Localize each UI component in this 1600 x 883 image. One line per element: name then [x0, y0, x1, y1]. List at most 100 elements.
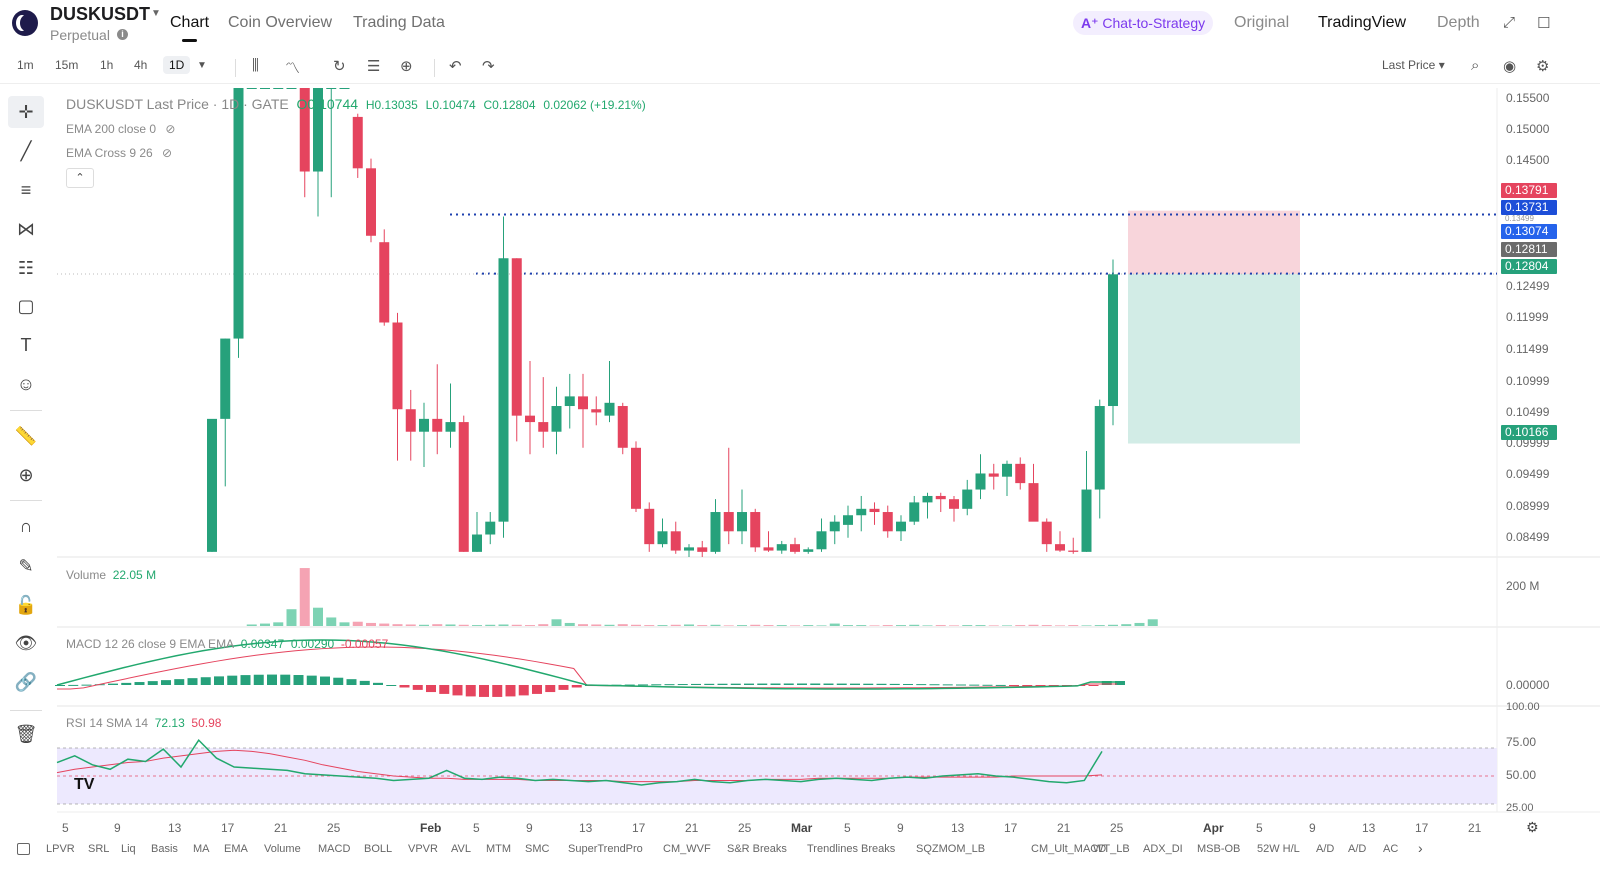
tab-coin-overview[interactable]: Coin Overview: [228, 14, 333, 31]
timeframe-1h[interactable]: 1h: [100, 58, 114, 72]
indicator-msb-ob[interactable]: MSB-OB: [1197, 843, 1241, 855]
lock-drawing-icon[interactable]: ✎: [18, 555, 34, 576]
macd-histogram-bar: [571, 685, 582, 688]
camera-icon[interactable]: ◉: [1503, 58, 1517, 75]
symbol-name[interactable]: DUSKUSDT: [50, 4, 151, 24]
indicator-52w-h-l[interactable]: 52W H/L: [1257, 843, 1300, 855]
indicator-ema[interactable]: EMA: [224, 843, 248, 855]
window-icon[interactable]: ☐: [1537, 15, 1551, 32]
macd-histogram-bar: [1035, 685, 1046, 686]
chevron-right-icon[interactable]: ›: [1418, 840, 1423, 856]
indicator-sqzmom-lb[interactable]: SQZMOM_LB: [916, 843, 986, 855]
settings-gear-icon[interactable]: ⚙: [1526, 819, 1539, 835]
text-icon[interactable]: T: [20, 334, 32, 355]
indicator-ac[interactable]: AC: [1383, 843, 1399, 855]
pattern-icon[interactable]: ⋈: [17, 218, 35, 239]
indicators-icon[interactable]: 〽: [285, 60, 301, 77]
ruler-icon[interactable]: 📏: [14, 425, 38, 446]
chevron-down-icon[interactable]: ▼: [151, 8, 161, 19]
zoom-in-icon[interactable]: ⊕: [18, 464, 34, 485]
indicator-a-d[interactable]: A/D: [1316, 843, 1335, 855]
indicator-volume[interactable]: Volume: [264, 843, 301, 855]
indicator-avl[interactable]: AVL: [451, 843, 471, 855]
indicator-supertrendpro[interactable]: SuperTrendPro: [568, 843, 643, 855]
info-icon[interactable]: i: [117, 29, 128, 40]
indicator-cm-wvf[interactable]: CM_WVF: [663, 843, 711, 855]
indicator-wt-lb[interactable]: WT_LB: [1093, 843, 1130, 855]
candle-body: [710, 512, 721, 552]
indicator-basis[interactable]: Basis: [151, 843, 178, 855]
emoji-icon[interactable]: ☺: [16, 373, 36, 394]
volume-bar: [909, 624, 920, 626]
timeframe-dropdown-icon[interactable]: ▼: [197, 60, 207, 71]
gear-icon[interactable]: ⚙: [1536, 58, 1550, 75]
indicator-trendlines-breaks[interactable]: Trendlines Breaks: [807, 843, 896, 855]
indicator-liq[interactable]: Liq: [121, 843, 136, 855]
timeframe-4h[interactable]: 4h: [134, 58, 148, 72]
crosshair-icon[interactable]: ✛: [8, 96, 44, 128]
volume-bar: [591, 624, 602, 626]
expand-icon[interactable]: ⤢: [1503, 14, 1516, 31]
indicator-srl[interactable]: SRL: [88, 843, 110, 855]
tab-trading-data[interactable]: Trading Data: [353, 14, 445, 31]
timeframe-1d[interactable]: 1D: [163, 56, 191, 74]
volume-bar: [1055, 625, 1065, 626]
volume-bar: [578, 624, 588, 626]
date-tick: 21: [274, 821, 288, 835]
volume-bar: [670, 624, 681, 626]
indicator-s-r-breaks[interactable]: S&R Breaks: [727, 843, 787, 855]
volume-bar: [935, 625, 946, 626]
macd-histogram-bar: [492, 685, 503, 697]
magnet-icon[interactable]: ∩: [19, 515, 33, 536]
candle-type-icon[interactable]: ⫼: [252, 57, 259, 74]
macd-histogram-bar: [81, 684, 92, 686]
candle-body: [790, 544, 800, 552]
link-icon[interactable]: 🔗: [14, 671, 38, 692]
horizontal-lines-icon[interactable]: ≡: [20, 179, 32, 200]
redo-icon[interactable]: ↷: [482, 58, 495, 75]
trend-line-icon[interactable]: ╱: [20, 140, 32, 161]
indicator-a-d[interactable]: A/D: [1348, 843, 1367, 855]
view-tab-depth[interactable]: Depth: [1437, 14, 1480, 31]
macd-histogram-bar: [479, 685, 489, 697]
macd-histogram-bar: [399, 685, 410, 688]
indicator-adx-di[interactable]: ADX_DI: [1143, 843, 1183, 855]
templates-icon[interactable]: ☰: [367, 58, 381, 75]
price-source-select[interactable]: Last Price ▾: [1382, 58, 1445, 72]
indicator-lpvr[interactable]: LPVR: [46, 843, 75, 855]
compare-icon[interactable]: ↻: [333, 58, 346, 75]
indicator-boll[interactable]: BOLL: [364, 843, 393, 855]
trash-icon[interactable]: 🗑: [14, 723, 38, 744]
candle-body: [763, 547, 774, 551]
view-tab-original[interactable]: Original: [1234, 14, 1290, 31]
indicator-smc[interactable]: SMC: [525, 843, 550, 855]
candle-body: [644, 508, 655, 545]
indicator-cm-ult-macd[interactable]: CM_Ult_MACD: [1031, 843, 1107, 855]
timeframe-1m[interactable]: 1m: [17, 58, 34, 72]
volume-bar: [816, 625, 827, 626]
rectangle-icon[interactable]: ▢: [17, 295, 35, 316]
candle-body: [352, 116, 363, 169]
macd-histogram-bar: [704, 683, 715, 685]
calendar-icon[interactable]: [17, 843, 30, 855]
undo-icon[interactable]: ↶: [449, 58, 462, 75]
indicator-vpvr[interactable]: VPVR: [408, 843, 438, 855]
chat-to-strategy-button[interactable]: A⁺ Chat-to-Strategy: [1073, 11, 1214, 35]
candle-body: [670, 531, 681, 551]
timeframe-15m[interactable]: 15m: [55, 58, 79, 72]
view-tab-tradingview[interactable]: TradingView: [1318, 14, 1407, 31]
date-tick: 13: [951, 821, 965, 835]
tab-chart[interactable]: Chart: [170, 14, 210, 42]
indicator-ma[interactable]: MA: [193, 843, 210, 855]
add-alert-icon[interactable]: ⊕: [400, 58, 413, 75]
candle-body: [803, 549, 814, 552]
search-icon[interactable]: ⌕: [1471, 57, 1480, 74]
eye-icon[interactable]: 👁: [14, 632, 38, 653]
fib-icon[interactable]: ☷: [17, 257, 35, 278]
candle-body: [233, 88, 244, 339]
candle-body: [1081, 489, 1092, 552]
lock-icon[interactable]: 🔓: [14, 594, 38, 615]
indicator-mtm[interactable]: MTM: [486, 843, 512, 855]
indicator-macd[interactable]: MACD: [318, 843, 351, 855]
